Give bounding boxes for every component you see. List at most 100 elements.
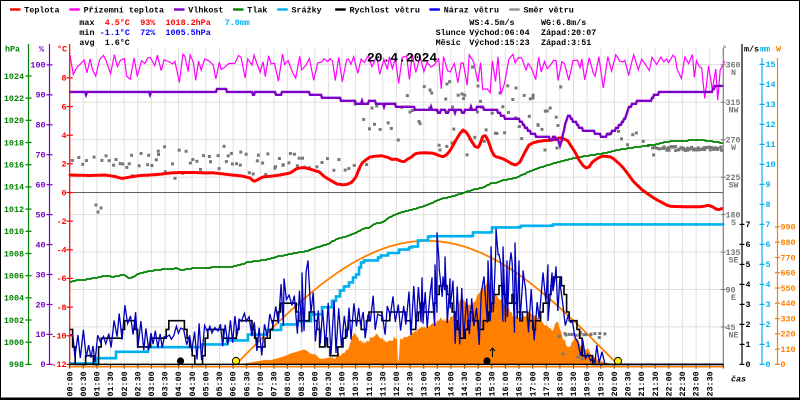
svg-text:14:00: 14:00 [447, 371, 457, 396]
svg-text:180: 180 [726, 210, 741, 220]
svg-text:mm: mm [760, 45, 770, 55]
svg-text:09:00: 09:00 [310, 371, 320, 396]
svg-text:-1.1°C: -1.1°C [100, 28, 130, 38]
svg-text:1022: 1022 [4, 94, 24, 104]
svg-text:Západ:20:07: Západ:20:07 [541, 28, 596, 38]
svg-text:S: S [731, 218, 736, 228]
svg-text:2: 2 [61, 160, 66, 170]
svg-text:0: 0 [746, 360, 751, 370]
svg-text:21:00: 21:00 [637, 371, 647, 396]
svg-text:1008: 1008 [4, 249, 24, 259]
svg-text:1006: 1006 [4, 271, 24, 281]
svg-text:Teplota: Teplota [24, 6, 59, 16]
svg-text:20:00: 20:00 [610, 371, 620, 396]
svg-text:07:30: 07:30 [270, 371, 280, 396]
svg-text:%: % [39, 45, 45, 55]
svg-text:00:00: 00:00 [65, 371, 75, 396]
svg-text:06:00: 06:00 [229, 371, 239, 396]
svg-text:01:00: 01:00 [93, 371, 103, 396]
svg-text:05:30: 05:30 [215, 371, 225, 396]
svg-text:max: max [79, 18, 94, 28]
svg-text:270: 270 [726, 136, 741, 146]
svg-text:23:00: 23:00 [692, 371, 702, 396]
svg-text:03:30: 03:30 [161, 371, 171, 396]
svg-text:90: 90 [726, 285, 736, 295]
svg-text:220: 220 [781, 330, 796, 340]
svg-text:W: W [776, 45, 782, 55]
svg-text:70: 70 [35, 151, 45, 161]
svg-text:2: 2 [766, 320, 771, 330]
svg-text:10:30: 10:30 [351, 371, 361, 396]
svg-text:1005.5hPa: 1005.5hPa [166, 28, 211, 38]
svg-text:72%: 72% [140, 28, 156, 38]
svg-text:°C: °C [57, 45, 67, 55]
svg-text:15:30: 15:30 [487, 371, 497, 396]
svg-text:hPa: hPa [5, 45, 20, 55]
svg-text:17:30: 17:30 [542, 371, 552, 396]
svg-text:-2: -2 [56, 217, 66, 227]
svg-text:07:00: 07:00 [256, 371, 266, 396]
svg-text:6: 6 [61, 102, 66, 112]
svg-text:14: 14 [766, 80, 776, 90]
svg-text:20:30: 20:30 [624, 371, 634, 396]
svg-text:Rychlost větru: Rychlost větru [350, 6, 420, 16]
svg-text:Vlhkost: Vlhkost [188, 6, 223, 16]
svg-text:315: 315 [726, 98, 741, 108]
svg-text:8: 8 [61, 74, 66, 84]
svg-text:2: 2 [746, 320, 751, 330]
svg-text:6: 6 [746, 240, 751, 250]
svg-text:7.0mm: 7.0mm [225, 18, 250, 28]
svg-text:SE: SE [729, 255, 739, 265]
svg-text:19:30: 19:30 [596, 371, 606, 396]
svg-text:1: 1 [766, 340, 771, 350]
svg-text:4: 4 [61, 131, 66, 141]
svg-text:SW: SW [729, 181, 740, 191]
svg-text:45: 45 [726, 323, 736, 333]
svg-text:m/s: m/s [744, 45, 759, 55]
svg-text:Přízemní teplota: Přízemní teplota [84, 6, 164, 16]
svg-text:440: 440 [781, 299, 796, 309]
svg-text:1: 1 [746, 340, 751, 350]
svg-text:10: 10 [35, 330, 45, 340]
svg-text:06:30: 06:30 [242, 371, 252, 396]
svg-text:Směr větru: Směr větru [524, 6, 574, 16]
svg-text:1.6°C: 1.6°C [105, 38, 130, 48]
svg-text:NE: NE [729, 330, 739, 340]
svg-text:1018: 1018 [4, 138, 24, 148]
svg-text:3: 3 [746, 300, 751, 310]
svg-text:20: 20 [35, 300, 45, 310]
svg-text:9: 9 [766, 180, 771, 190]
svg-text:18:30: 18:30 [569, 371, 579, 396]
svg-text:16:30: 16:30 [515, 371, 525, 396]
svg-text:1016: 1016 [4, 161, 24, 171]
svg-text:22:00: 22:00 [664, 371, 674, 396]
svg-text:°: ° [722, 45, 727, 55]
svg-text:02:00: 02:00 [120, 371, 130, 396]
svg-text:00:30: 00:30 [79, 371, 89, 396]
svg-text:-6: -6 [56, 274, 66, 284]
svg-text:Západ:3:51: Západ:3:51 [541, 38, 591, 48]
svg-text:135: 135 [726, 248, 741, 258]
svg-text:360: 360 [726, 61, 741, 71]
svg-text:avg: avg [79, 38, 94, 48]
svg-text:Srážky: Srážky [292, 6, 322, 16]
svg-text:330: 330 [781, 314, 796, 324]
svg-text:18:00: 18:00 [556, 371, 566, 396]
svg-text:08:30: 08:30 [297, 371, 307, 396]
svg-text:E: E [731, 293, 736, 303]
svg-text:12: 12 [766, 120, 776, 130]
svg-text:3: 3 [766, 300, 771, 310]
svg-text:770: 770 [781, 253, 796, 263]
svg-text:1024: 1024 [4, 72, 24, 82]
svg-text:W: W [731, 143, 737, 153]
svg-text:Slunce: Slunce [436, 28, 466, 38]
svg-text:40: 40 [35, 240, 45, 250]
svg-text:04:00: 04:00 [174, 371, 184, 396]
svg-text:880: 880 [781, 238, 796, 248]
svg-text:21:30: 21:30 [651, 371, 661, 396]
svg-text:22:30: 22:30 [678, 371, 688, 396]
svg-text:60: 60 [35, 181, 45, 191]
svg-text:0: 0 [61, 188, 66, 198]
svg-text:03:00: 03:00 [147, 371, 157, 396]
svg-text:-8: -8 [56, 303, 66, 313]
